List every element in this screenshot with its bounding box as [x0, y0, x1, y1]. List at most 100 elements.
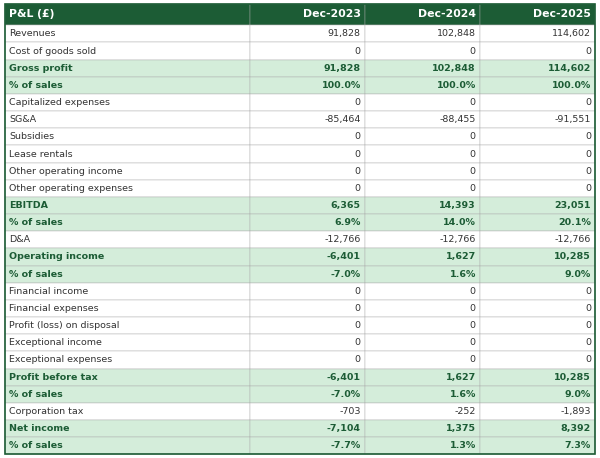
- Text: Profit (loss) on disposal: Profit (loss) on disposal: [9, 321, 119, 330]
- Text: 0: 0: [585, 304, 591, 313]
- Bar: [480, 420, 595, 437]
- Text: 0: 0: [355, 287, 361, 296]
- Text: D&A: D&A: [9, 235, 30, 244]
- Bar: [5, 94, 250, 111]
- Text: -7,104: -7,104: [327, 424, 361, 433]
- Bar: [5, 403, 250, 420]
- Bar: [365, 214, 480, 231]
- Text: 0: 0: [470, 321, 476, 330]
- Text: 1,627: 1,627: [446, 373, 476, 382]
- Text: 91,828: 91,828: [323, 64, 361, 73]
- Bar: [250, 25, 365, 43]
- Text: 0: 0: [355, 304, 361, 313]
- Bar: [480, 163, 595, 180]
- Text: 0: 0: [470, 47, 476, 55]
- Text: 0: 0: [470, 338, 476, 347]
- Text: Lease rentals: Lease rentals: [9, 149, 73, 158]
- Bar: [250, 43, 365, 60]
- Bar: [250, 128, 365, 146]
- Text: 0: 0: [585, 355, 591, 365]
- Text: Corporation tax: Corporation tax: [9, 407, 83, 416]
- Bar: [250, 197, 365, 214]
- Bar: [250, 334, 365, 351]
- Text: 9.0%: 9.0%: [565, 270, 591, 278]
- Bar: [5, 77, 250, 94]
- Text: Revenues: Revenues: [9, 29, 56, 38]
- Bar: [480, 351, 595, 369]
- Bar: [365, 128, 480, 146]
- Text: P&L (£): P&L (£): [9, 10, 55, 20]
- Bar: [250, 437, 365, 454]
- Bar: [5, 351, 250, 369]
- Text: 0: 0: [585, 47, 591, 55]
- Text: -7.0%: -7.0%: [331, 270, 361, 278]
- Text: Exceptional expenses: Exceptional expenses: [9, 355, 112, 365]
- Text: 100.0%: 100.0%: [552, 81, 591, 90]
- Bar: [5, 231, 250, 248]
- Bar: [365, 180, 480, 197]
- Bar: [250, 60, 365, 77]
- Bar: [250, 214, 365, 231]
- Text: 0: 0: [585, 98, 591, 107]
- Text: -12,766: -12,766: [439, 235, 476, 244]
- Text: 100.0%: 100.0%: [322, 81, 361, 90]
- Text: -7.7%: -7.7%: [331, 441, 361, 450]
- Bar: [5, 4, 250, 25]
- Bar: [250, 266, 365, 283]
- Bar: [5, 146, 250, 163]
- Text: 0: 0: [585, 132, 591, 142]
- Text: 10,285: 10,285: [554, 252, 591, 262]
- Text: 10,285: 10,285: [554, 373, 591, 382]
- Text: 8,392: 8,392: [561, 424, 591, 433]
- Text: SG&A: SG&A: [9, 115, 36, 124]
- Text: 0: 0: [470, 167, 476, 176]
- Bar: [365, 369, 480, 386]
- Bar: [250, 403, 365, 420]
- Text: 0: 0: [355, 167, 361, 176]
- Text: Profit before tax: Profit before tax: [9, 373, 98, 382]
- Bar: [250, 369, 365, 386]
- Text: % of sales: % of sales: [9, 81, 63, 90]
- Bar: [365, 283, 480, 300]
- Text: 0: 0: [585, 338, 591, 347]
- Text: 9.0%: 9.0%: [565, 390, 591, 399]
- Bar: [480, 146, 595, 163]
- Text: 0: 0: [470, 98, 476, 107]
- Bar: [5, 163, 250, 180]
- Bar: [365, 43, 480, 60]
- Bar: [250, 77, 365, 94]
- Bar: [5, 369, 250, 386]
- Bar: [480, 369, 595, 386]
- Bar: [5, 317, 250, 334]
- Text: Gross profit: Gross profit: [9, 64, 73, 73]
- Bar: [365, 420, 480, 437]
- Bar: [480, 77, 595, 94]
- Text: 0: 0: [585, 184, 591, 193]
- Text: 6.9%: 6.9%: [334, 218, 361, 227]
- Bar: [365, 403, 480, 420]
- Bar: [365, 334, 480, 351]
- Bar: [365, 146, 480, 163]
- Bar: [250, 351, 365, 369]
- Bar: [480, 43, 595, 60]
- Bar: [365, 317, 480, 334]
- Bar: [5, 60, 250, 77]
- Text: % of sales: % of sales: [9, 441, 63, 450]
- Text: -252: -252: [454, 407, 476, 416]
- Text: 0: 0: [355, 338, 361, 347]
- Text: 0: 0: [355, 149, 361, 158]
- Text: 0: 0: [355, 98, 361, 107]
- Bar: [365, 4, 480, 25]
- Text: 114,602: 114,602: [548, 64, 591, 73]
- Bar: [5, 111, 250, 128]
- Bar: [5, 180, 250, 197]
- Bar: [480, 4, 595, 25]
- Bar: [365, 351, 480, 369]
- Text: Dec-2025: Dec-2025: [533, 10, 591, 20]
- Text: Net income: Net income: [9, 424, 70, 433]
- Text: 114,602: 114,602: [552, 29, 591, 38]
- Bar: [480, 334, 595, 351]
- Text: 0: 0: [355, 47, 361, 55]
- Text: 0: 0: [355, 184, 361, 193]
- Text: -703: -703: [339, 407, 361, 416]
